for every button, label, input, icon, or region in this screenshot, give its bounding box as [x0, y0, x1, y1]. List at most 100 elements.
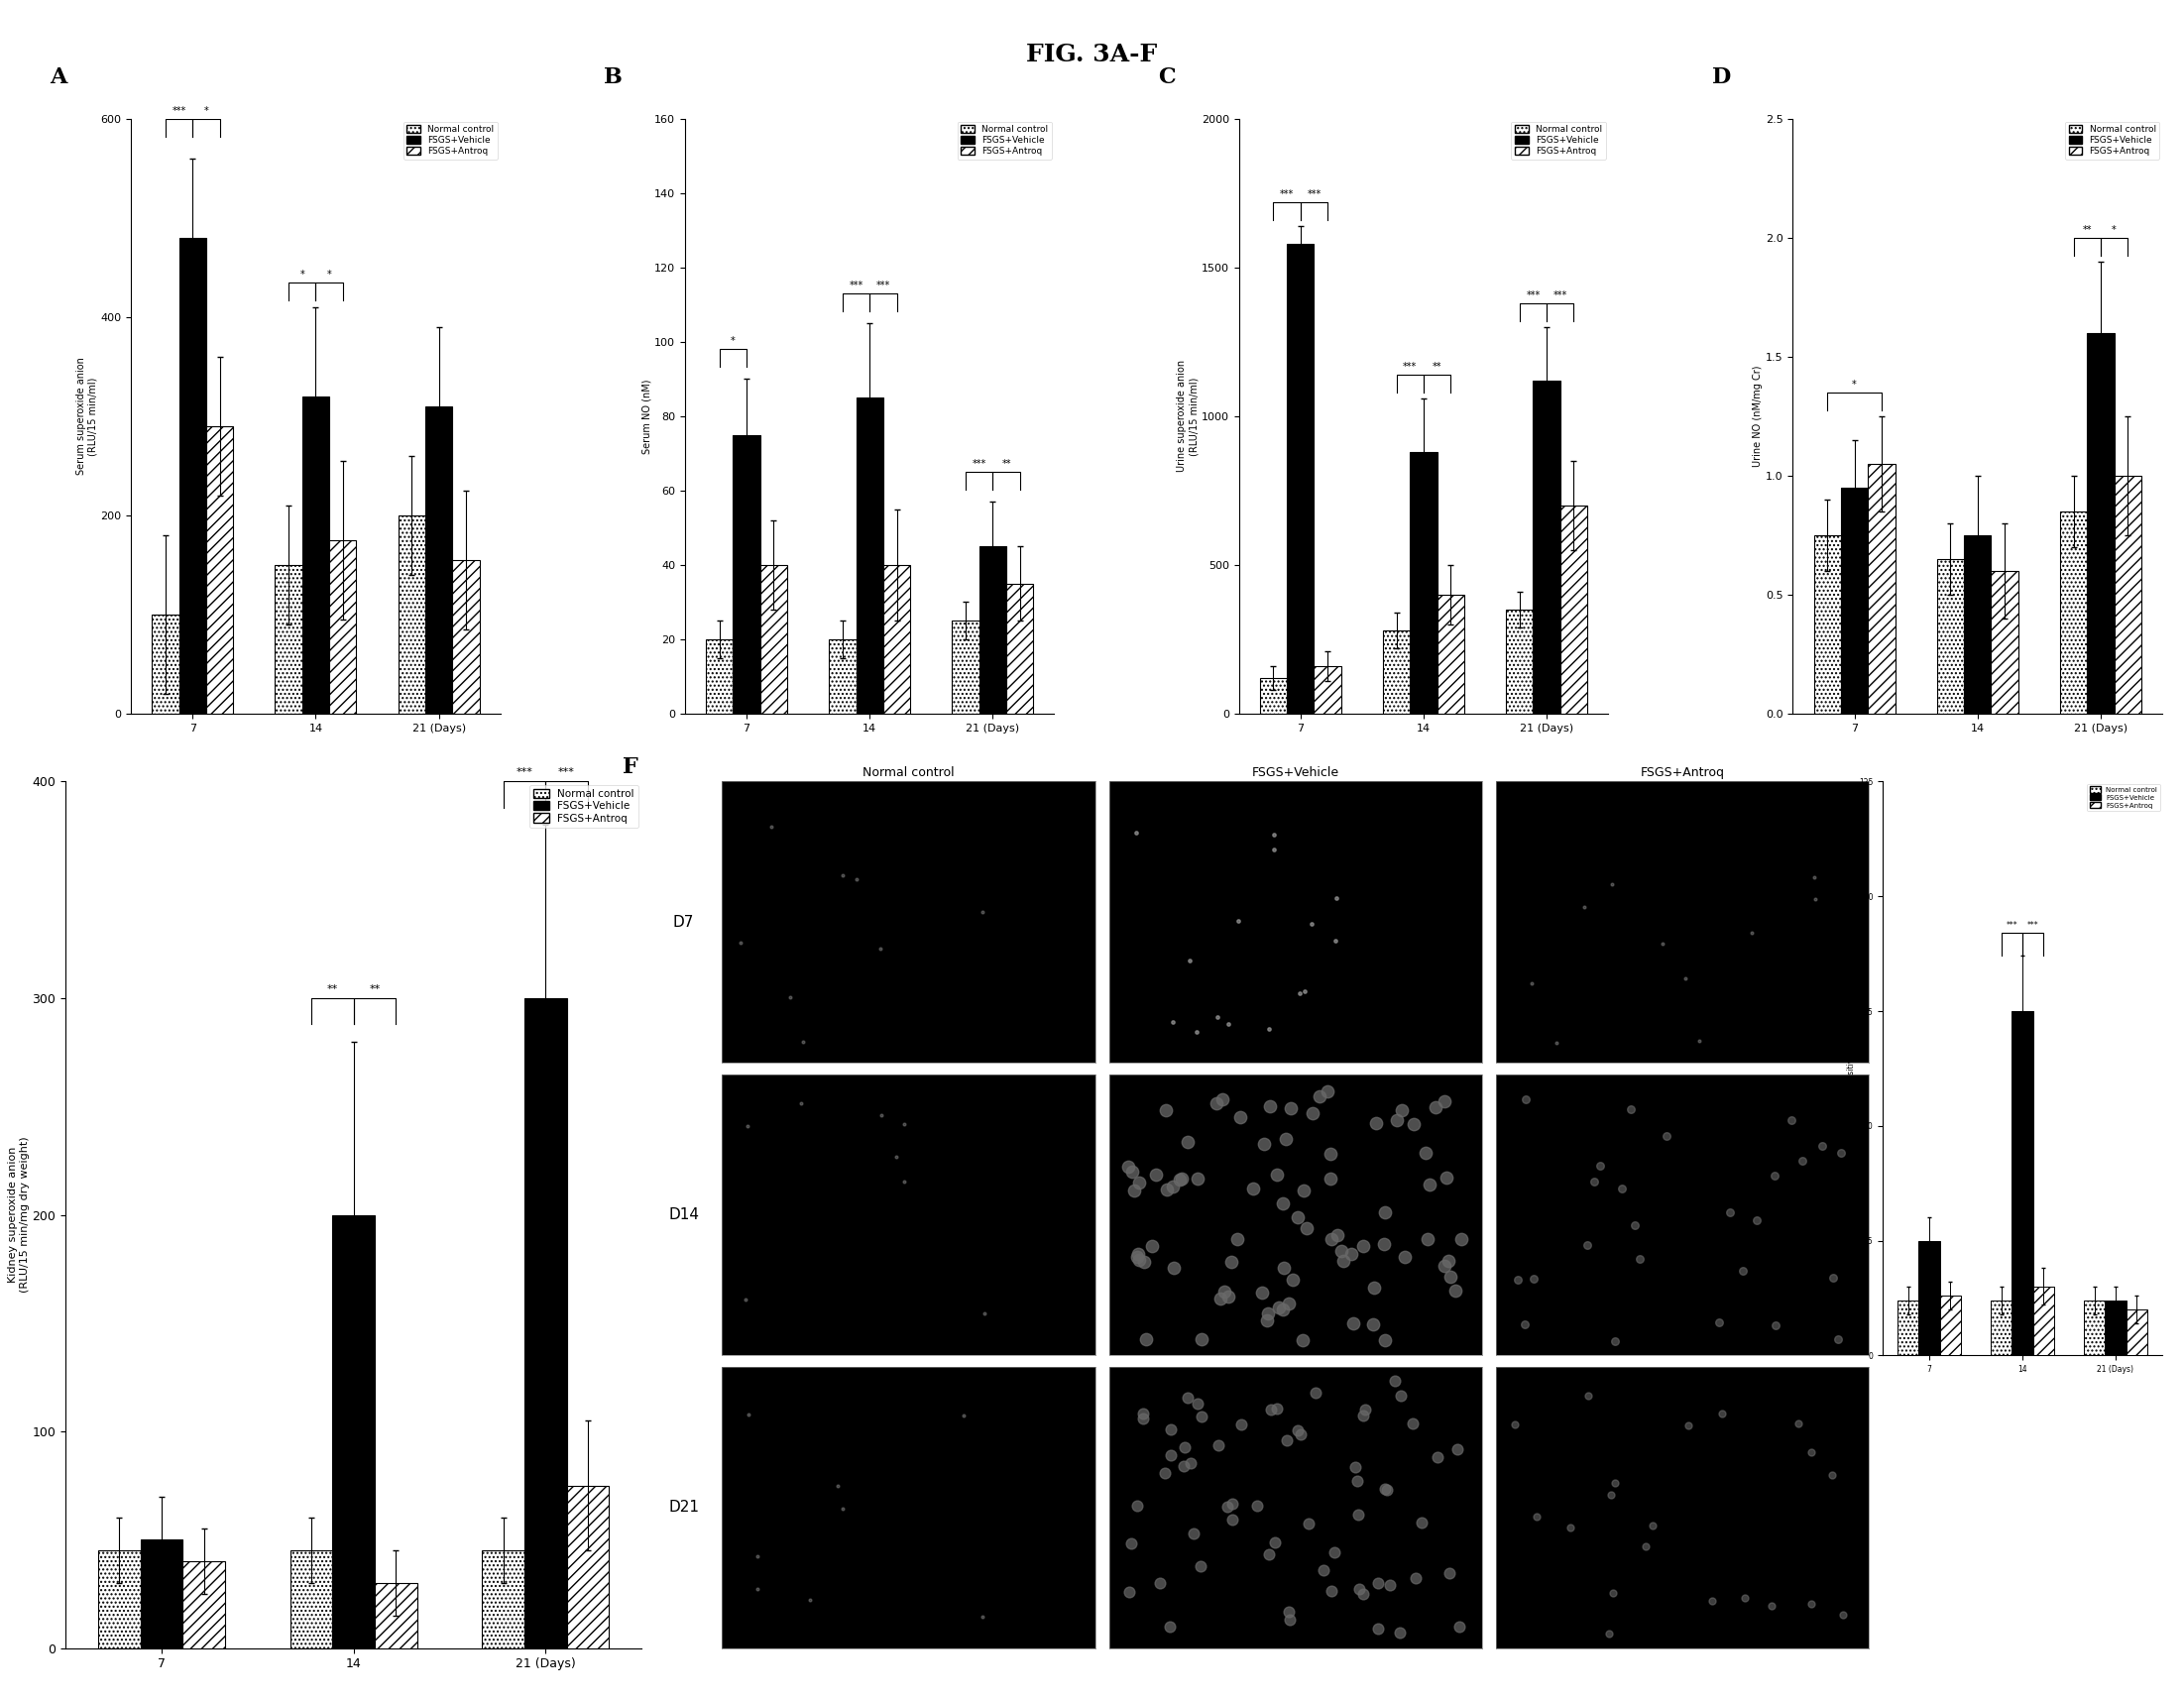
Point — [1465, 989, 1500, 1016]
Bar — [1841, 488, 1867, 714]
Text: FIG. 3A-F: FIG. 3A-F — [1026, 42, 1158, 66]
Legend: Normal control, FSGS+Vehicle, FSGS+Antroq: Normal control, FSGS+Vehicle, FSGS+Antro… — [529, 785, 638, 827]
Bar — [1559, 506, 1588, 714]
Text: ***: *** — [173, 105, 186, 116]
Text: F: F — [622, 756, 638, 778]
Text: *: * — [1852, 379, 1856, 389]
Text: ***: *** — [850, 280, 863, 291]
Bar — [830, 639, 856, 714]
Point — [1479, 542, 1514, 569]
Text: ***: *** — [1402, 362, 1417, 372]
Bar — [1533, 381, 1559, 714]
Text: *: * — [203, 105, 207, 116]
Point — [1542, 280, 1577, 308]
Bar — [1937, 559, 1963, 714]
Text: B: B — [603, 66, 622, 88]
Bar — [524, 997, 566, 1648]
Point — [1533, 302, 1568, 330]
Y-axis label: Serum NO (nM): Serum NO (nM) — [642, 379, 651, 454]
Legend: Normal control, FSGS+Vehicle, FSGS+Antroq: Normal control, FSGS+Vehicle, FSGS+Antro… — [404, 122, 498, 160]
Text: ***: *** — [1527, 291, 1540, 301]
Point — [1741, 900, 1776, 928]
Title: FSGS+Antroq: FSGS+Antroq — [1640, 766, 1725, 780]
Bar — [978, 547, 1007, 714]
Point — [1931, 917, 1966, 945]
Y-axis label: No. of positive nuclei: No. of positive nuclei — [1848, 1028, 1856, 1108]
Point — [1863, 511, 1898, 539]
Bar — [2125, 1310, 2147, 1356]
Text: ***: *** — [876, 280, 891, 291]
Title: FSGS+Vehicle: FSGS+Vehicle — [1251, 766, 1339, 780]
Bar — [2033, 1286, 2053, 1356]
Bar — [2088, 333, 2114, 714]
Point — [1629, 717, 1664, 744]
Point — [2114, 751, 2149, 778]
Text: **: ** — [1002, 459, 1011, 469]
Bar — [2105, 1300, 2125, 1356]
Y-axis label: Kidney superoxide anion
(RLU/15 min/mg dry weight): Kidney superoxide anion (RLU/15 min/mg d… — [9, 1137, 28, 1293]
Bar — [1813, 535, 1841, 714]
Text: ***: *** — [1306, 189, 1321, 199]
Text: D: D — [1712, 66, 1730, 88]
Legend: Normal control, FSGS+Vehicle, FSGS+Antroq: Normal control, FSGS+Vehicle, FSGS+Antro… — [2088, 783, 2160, 810]
Bar — [1992, 1300, 2011, 1356]
Bar — [1963, 535, 1992, 714]
Point — [1210, 658, 1245, 685]
Point — [1216, 957, 1251, 984]
Bar — [1898, 1300, 1920, 1356]
Bar — [332, 1215, 376, 1648]
Bar — [483, 1551, 524, 1648]
Y-axis label: Urine superoxide anion
(RLU/15 min/ml): Urine superoxide anion (RLU/15 min/ml) — [1177, 360, 1199, 472]
Bar — [1939, 1296, 1961, 1356]
Bar — [952, 620, 978, 714]
Text: **: ** — [1433, 362, 1441, 372]
Bar — [1507, 610, 1533, 714]
Text: ***: *** — [559, 768, 574, 776]
Bar — [760, 566, 786, 714]
Y-axis label: Urine NO (nM/mg Cr): Urine NO (nM/mg Cr) — [1754, 365, 1762, 467]
Point — [1548, 331, 1583, 358]
Y-axis label: D7: D7 — [673, 914, 695, 929]
Bar — [290, 1551, 332, 1648]
Bar — [1260, 678, 1286, 714]
Bar — [205, 426, 234, 714]
Y-axis label: D14: D14 — [668, 1208, 699, 1222]
Bar — [179, 238, 205, 714]
Bar — [1992, 571, 2018, 714]
Bar — [566, 1485, 609, 1648]
Text: A: A — [50, 66, 68, 88]
Text: ***: *** — [972, 459, 987, 469]
Text: *: * — [732, 336, 736, 347]
Point — [1535, 200, 1570, 228]
Bar — [882, 566, 911, 714]
Point — [2073, 630, 2108, 658]
Point — [1594, 347, 1629, 374]
Bar — [397, 515, 426, 714]
Legend: Normal control, FSGS+Vehicle, FSGS+Antroq: Normal control, FSGS+Vehicle, FSGS+Antro… — [957, 122, 1051, 160]
Text: *: * — [299, 270, 304, 280]
Bar — [1382, 630, 1411, 714]
Text: ***: *** — [515, 768, 533, 776]
Bar — [98, 1551, 140, 1648]
Bar — [1007, 583, 1033, 714]
Bar — [1437, 595, 1463, 714]
Bar — [2114, 476, 2140, 714]
Y-axis label: Serum superoxide anion
(RLU/15 min/ml): Serum superoxide anion (RLU/15 min/ml) — [76, 357, 98, 476]
Bar — [2011, 1011, 2033, 1356]
Point — [1671, 209, 1706, 236]
Text: ***: *** — [2007, 921, 2018, 929]
Point — [2033, 297, 2068, 325]
Point — [1830, 1300, 1865, 1327]
Point — [1983, 224, 2018, 251]
Bar — [1315, 666, 1341, 714]
Bar — [2060, 511, 2088, 714]
Bar — [2084, 1300, 2105, 1356]
Legend: Normal control, FSGS+Vehicle, FSGS+Antroq: Normal control, FSGS+Vehicle, FSGS+Antro… — [2066, 122, 2160, 160]
Text: *: * — [2112, 224, 2116, 234]
Point — [1992, 183, 2027, 211]
Text: C: C — [1158, 66, 1175, 88]
Title: Normal control: Normal control — [863, 766, 954, 780]
Bar — [1920, 1240, 1939, 1356]
Text: ***: *** — [2027, 921, 2038, 929]
Bar — [705, 639, 734, 714]
